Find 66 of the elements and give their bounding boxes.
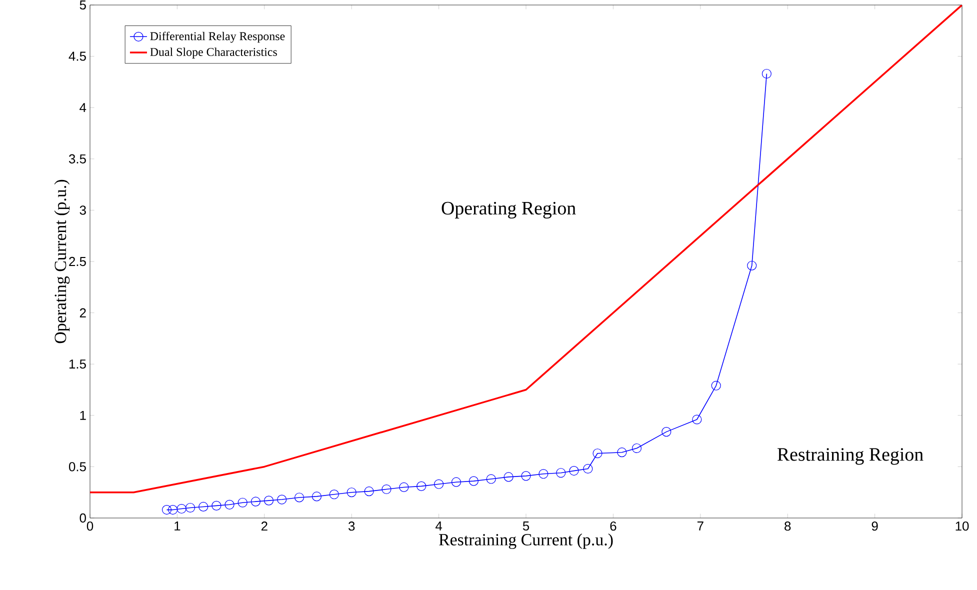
y-tick-label: 0 — [80, 513, 86, 523]
point — [632, 443, 642, 454]
point — [747, 260, 757, 270]
point — [434, 479, 444, 489]
point — [556, 468, 566, 478]
y-tick-label: 1 — [80, 410, 86, 420]
point — [538, 469, 548, 479]
point — [504, 472, 514, 482]
point — [294, 492, 304, 502]
point — [176, 504, 186, 514]
x-tick-label: 6 — [610, 522, 616, 531]
x-tick-label: 8 — [784, 522, 791, 531]
point — [250, 496, 260, 506]
y-tick-label: 1.5 — [69, 360, 86, 369]
annotation: Operating Region — [442, 202, 576, 218]
point — [312, 492, 322, 502]
point — [168, 505, 178, 515]
x-tick-label: 3 — [348, 522, 355, 531]
point — [212, 500, 222, 510]
point — [277, 494, 287, 504]
y-tick-label: 4 — [80, 103, 86, 112]
point — [662, 427, 672, 437]
point — [382, 484, 392, 494]
point — [569, 466, 579, 476]
legend-label: Dual Slope Characteristics — [150, 48, 277, 58]
point — [162, 505, 172, 515]
x-tick-label: 10 — [956, 522, 969, 531]
x-tick-label: 2 — [261, 522, 268, 531]
legend-label: Differential Relay Response — [150, 32, 285, 43]
x-tick-label: 9 — [872, 522, 878, 531]
y-tick-label: 5 — [80, 0, 86, 10]
y-tick-label: 2 — [80, 308, 86, 318]
point — [521, 471, 531, 481]
x-tick-label: 5 — [522, 522, 530, 531]
point — [364, 486, 374, 496]
point — [329, 490, 339, 500]
y-tick-label: 3 — [80, 206, 86, 215]
x-tick-label: 4 — [436, 522, 442, 530]
point — [238, 498, 248, 508]
point — [692, 414, 702, 424]
point — [346, 488, 356, 498]
x-tick-label: 7 — [697, 522, 704, 530]
point — [592, 448, 602, 458]
y-tick-label: 2.5 — [69, 256, 86, 266]
y-tick-label: 3.5 — [68, 154, 86, 164]
x-tick-label: 0 — [86, 522, 94, 531]
x-axis-title: Restraining Current (p.u.) — [439, 534, 613, 549]
point — [762, 68, 772, 79]
y-axis-title: Operating Current (p.u.) — [54, 180, 70, 344]
point — [451, 477, 462, 487]
point — [468, 476, 478, 486]
point — [224, 500, 234, 510]
point — [416, 481, 426, 491]
annotation: Restraining Region — [777, 448, 924, 465]
line-series — [90, 4, 962, 494]
x-tick-label: 1 — [174, 522, 180, 530]
point — [399, 482, 409, 492]
point — [583, 464, 593, 474]
point — [198, 502, 208, 512]
point — [711, 380, 721, 390]
point — [617, 448, 627, 458]
y-tick-label: 4.5 — [68, 52, 86, 61]
point — [264, 496, 274, 506]
point — [185, 502, 196, 513]
y-tick-label: 0.5 — [68, 462, 86, 472]
point — [486, 474, 496, 484]
